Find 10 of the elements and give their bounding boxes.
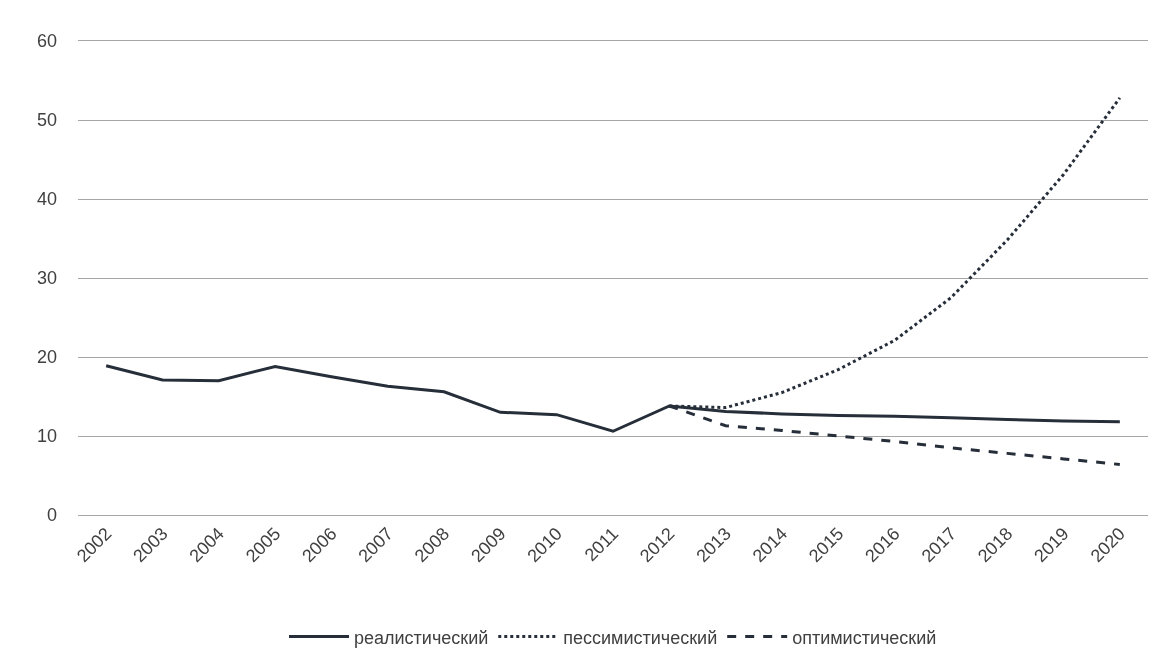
y-tick-label: 20 <box>36 347 57 368</box>
y-tick-label: 60 <box>36 31 57 52</box>
legend-label: реалистический <box>354 627 489 648</box>
y-tick-label: 30 <box>36 268 57 289</box>
y-tick-label: 10 <box>36 426 57 447</box>
y-tick-label: 40 <box>36 189 57 210</box>
y-tick-label: 50 <box>36 110 57 131</box>
y-tick-label: 0 <box>46 505 57 526</box>
legend-label: оптимистический <box>792 627 937 648</box>
legend-label: пессимистический <box>563 627 718 648</box>
